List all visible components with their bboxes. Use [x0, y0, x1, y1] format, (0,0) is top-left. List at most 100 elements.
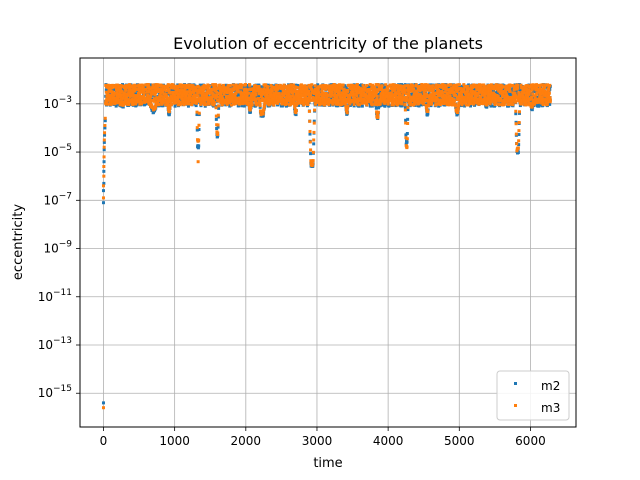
- data-point: [297, 103, 301, 107]
- data-point: [119, 93, 123, 97]
- data-point: [228, 84, 232, 88]
- data-point: [218, 83, 222, 87]
- data-point: [104, 100, 108, 104]
- data-point: [122, 91, 126, 95]
- data-point: [361, 87, 365, 91]
- data-point: [352, 93, 356, 97]
- data-point: [313, 102, 317, 106]
- data-point: [316, 83, 320, 87]
- data-point: [229, 103, 233, 107]
- data-point: [354, 87, 358, 91]
- data-point: [168, 105, 172, 109]
- data-point: [144, 102, 148, 106]
- data-point: [312, 92, 316, 96]
- data-point: [307, 109, 311, 113]
- data-point: [184, 84, 188, 88]
- data-point: [311, 162, 315, 166]
- data-point: [121, 96, 125, 100]
- data-point: [166, 104, 170, 108]
- data-point: [284, 89, 288, 93]
- data-point: [118, 103, 122, 107]
- data-point: [197, 85, 201, 89]
- data-point: [214, 106, 218, 110]
- data-point: [335, 87, 339, 91]
- data-point: [291, 99, 295, 103]
- data-point: [313, 84, 317, 88]
- data-point: [122, 94, 126, 98]
- data-point: [404, 142, 408, 146]
- data-point: [285, 98, 289, 102]
- data-point: [299, 88, 303, 92]
- data-point: [530, 99, 534, 103]
- data-point: [154, 87, 158, 91]
- data-point: [159, 88, 163, 92]
- data-point: [101, 189, 105, 193]
- data-point: [207, 102, 211, 106]
- data-point: [269, 91, 273, 95]
- data-point: [114, 101, 118, 105]
- data-point: [199, 88, 203, 92]
- data-point: [274, 90, 278, 94]
- data-point: [356, 101, 360, 105]
- data-point: [213, 86, 217, 90]
- data-point: [286, 88, 290, 92]
- data-point: [196, 146, 200, 150]
- data-point: [231, 94, 235, 98]
- data-point: [257, 95, 261, 99]
- data-point: [142, 94, 146, 98]
- data-point: [172, 84, 176, 88]
- data-point: [176, 94, 180, 98]
- data-point: [178, 100, 182, 104]
- data-point: [340, 86, 344, 90]
- data-point: [211, 83, 215, 87]
- data-point: [102, 160, 106, 164]
- data-point: [165, 84, 169, 88]
- data-point: [233, 85, 237, 89]
- data-point: [294, 83, 298, 87]
- data-point: [102, 169, 106, 173]
- data-point: [222, 83, 226, 87]
- data-point: [109, 102, 113, 106]
- data-point: [194, 87, 198, 91]
- data-point: [214, 96, 218, 100]
- data-point: [242, 104, 246, 108]
- data-point: [225, 99, 229, 103]
- data-point: [360, 83, 364, 87]
- data-point: [197, 123, 201, 127]
- data-point: [467, 83, 471, 87]
- data-point: [517, 133, 521, 137]
- data-point: [313, 108, 317, 112]
- data-point: [271, 96, 275, 100]
- data-point: [147, 85, 151, 89]
- data-point: [294, 113, 298, 117]
- data-point: [348, 96, 352, 100]
- data-point: [102, 148, 106, 152]
- data-point: [309, 93, 313, 97]
- data-point: [178, 99, 182, 103]
- data-point: [293, 85, 297, 89]
- data-point: [148, 87, 152, 91]
- data-point: [190, 90, 194, 94]
- data-point: [270, 89, 274, 93]
- data-point: [186, 104, 190, 108]
- data-point: [121, 83, 125, 87]
- data-point: [337, 89, 341, 93]
- data-point: [110, 86, 114, 90]
- data-point: [268, 102, 272, 106]
- data-point: [295, 103, 299, 107]
- data-point: [255, 101, 259, 105]
- data-point: [308, 129, 312, 133]
- data-point: [256, 91, 260, 95]
- data-point: [110, 100, 114, 104]
- data-point: [282, 83, 286, 87]
- data-point: [295, 85, 299, 89]
- data-point: [261, 92, 265, 96]
- data-point: [234, 91, 238, 95]
- data-point: [163, 87, 167, 91]
- data-point: [333, 92, 337, 96]
- data-point: [225, 102, 229, 106]
- data-point: [136, 88, 140, 92]
- data-point: [182, 100, 186, 104]
- data-point: [308, 140, 312, 144]
- data-point: [105, 102, 109, 106]
